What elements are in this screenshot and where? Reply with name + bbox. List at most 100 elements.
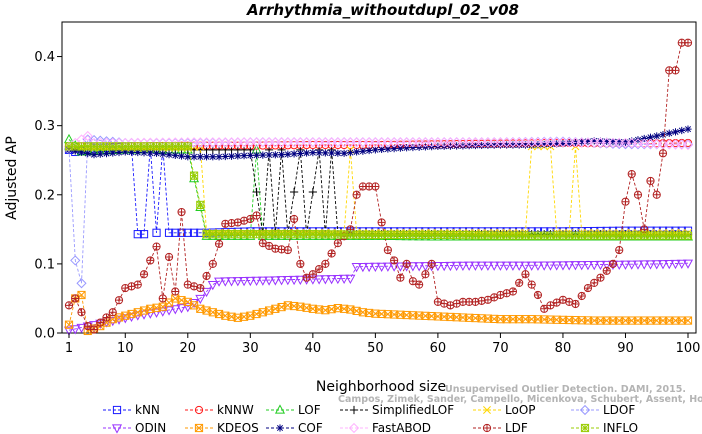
data-point-lof <box>401 230 412 241</box>
data-point-ldf <box>383 245 392 255</box>
data-point-odin <box>251 276 262 286</box>
data-point-ldf <box>521 270 530 279</box>
data-point-knnw <box>308 140 317 150</box>
data-point-lof <box>520 231 531 241</box>
data-point-lof <box>632 231 644 241</box>
x-tick-label: 40 <box>305 341 322 356</box>
data-point-cof <box>396 144 404 152</box>
data-point-ldf <box>208 259 217 268</box>
x-tick-label: 70 <box>492 341 509 356</box>
data-point-ldf <box>496 290 505 300</box>
data-point-ldf <box>133 280 142 289</box>
data-point-cof <box>621 138 630 146</box>
data-point-ldf <box>315 264 324 274</box>
data-point-odin <box>557 261 568 271</box>
data-point-cof <box>496 141 505 149</box>
legend-label: COF <box>298 421 323 434</box>
legend-item-knn: kNN <box>103 403 160 417</box>
data-point-cof <box>603 137 611 146</box>
data-point-cof <box>177 152 186 160</box>
data-point-cof <box>234 152 242 160</box>
data-point-ldf <box>508 287 518 296</box>
data-point-cof <box>646 133 655 141</box>
data-point-cof <box>359 147 367 155</box>
data-point-inflo <box>683 231 693 240</box>
data-point-cof <box>109 149 117 157</box>
legend-item-cof: COF <box>266 421 323 434</box>
data-point-simplifiedlof <box>289 187 299 197</box>
data-point-cof <box>309 149 317 157</box>
data-point-cof <box>528 141 536 149</box>
credit-line-2: Campos, Zimek, Sander, Campello, Micenko… <box>338 394 702 405</box>
data-point-ldf <box>408 277 417 286</box>
data-point-knn <box>152 228 161 237</box>
data-point-knnw <box>340 140 349 150</box>
data-point-odin <box>289 275 300 286</box>
data-point-kdeos <box>64 320 74 329</box>
y-tick-label: 0.0 <box>34 327 55 342</box>
data-point-odin <box>564 261 575 271</box>
data-point-odin <box>207 281 218 291</box>
data-point-ldf <box>615 245 624 255</box>
data-point-lof <box>395 230 406 241</box>
data-point-ldf <box>189 282 199 291</box>
data-point-ldf <box>177 207 186 217</box>
data-point-odin <box>226 277 237 287</box>
data-point-ldf <box>583 283 593 293</box>
data-point-ldf <box>608 259 618 268</box>
data-point-cof <box>371 146 379 154</box>
data-point-lof <box>539 231 550 241</box>
legend-label: LDF <box>505 421 528 434</box>
data-point-cof <box>553 140 561 148</box>
data-point-cof <box>340 149 348 157</box>
data-point-cof <box>215 153 223 161</box>
data-point-odin <box>476 261 487 271</box>
data-point-odin <box>76 323 87 334</box>
data-point-lof <box>570 231 581 241</box>
data-point-ldf <box>602 266 611 275</box>
data-point-cof <box>665 129 673 137</box>
legend-swatch-marker <box>482 423 492 433</box>
data-point-lof <box>626 231 637 241</box>
data-point-odin <box>257 276 268 286</box>
legend-swatch-marker <box>194 423 204 433</box>
data-point-knn <box>171 228 180 237</box>
chart-title: Arrhythmia_withoutdupl_02_v08 <box>246 1 519 19</box>
series-line-fastabod <box>68 135 689 147</box>
legend-item-kdeos: KDEOS <box>185 421 259 434</box>
data-point-cof <box>227 152 236 160</box>
data-point-ldf <box>452 299 461 308</box>
legend-item-fastabod: FastABOD <box>340 421 431 434</box>
data-point-cof <box>296 149 304 158</box>
data-point-ldf <box>396 273 405 282</box>
legend-item-ldof: LDOF <box>571 403 635 417</box>
data-point-cof <box>171 151 179 159</box>
data-point-ldf <box>658 149 668 158</box>
data-point-odin <box>320 275 331 285</box>
data-point-knnw <box>333 140 342 150</box>
data-point-cof <box>578 138 586 146</box>
data-point-ldf <box>558 295 568 304</box>
data-point-cof <box>271 151 279 159</box>
data-point-lof <box>476 231 487 241</box>
data-point-lof <box>676 231 687 241</box>
data-point-ldf <box>302 273 311 282</box>
data-point-cof <box>459 142 467 150</box>
legend-label: KDEOS <box>217 421 259 434</box>
data-point-lof <box>407 231 418 241</box>
legend-label: kNN <box>135 403 160 417</box>
data-point-ldf <box>308 270 317 279</box>
data-point-ldf <box>327 249 336 258</box>
data-point-odin <box>145 309 156 319</box>
data-point-cof <box>265 151 273 159</box>
y-tick-label: 0.2 <box>34 188 55 203</box>
data-point-odin <box>457 261 468 271</box>
data-point-odin <box>151 308 162 318</box>
data-point-ldf <box>502 289 511 298</box>
data-point-cof <box>465 142 473 150</box>
data-point-ldf <box>71 294 80 303</box>
legend-item-ldf: LDF <box>473 421 528 434</box>
data-point-odin <box>395 262 406 272</box>
data-point-cof <box>378 145 386 154</box>
